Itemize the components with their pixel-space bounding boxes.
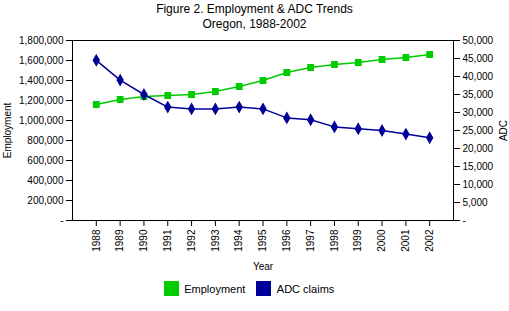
svg-text:35,000: 35,000: [463, 89, 494, 100]
svg-text:2000: 2000: [376, 229, 387, 252]
svg-text:400,000: 400,000: [27, 175, 64, 186]
svg-text:1996: 1996: [281, 229, 292, 252]
svg-text:1,000,000: 1,000,000: [19, 115, 64, 126]
svg-text:1992: 1992: [186, 229, 197, 252]
svg-text:1998: 1998: [329, 229, 340, 252]
svg-text:1,600,000: 1,600,000: [19, 55, 64, 66]
svg-text:Employment: Employment: [2, 102, 13, 158]
svg-text:-: -: [463, 215, 466, 226]
svg-text:45,000: 45,000: [463, 53, 494, 64]
svg-text:30,000: 30,000: [463, 107, 494, 118]
svg-text:1999: 1999: [352, 229, 363, 252]
svg-text:2001: 2001: [400, 229, 411, 252]
svg-text:1997: 1997: [305, 229, 316, 252]
svg-text:1995: 1995: [257, 229, 268, 252]
svg-text:-: -: [60, 215, 63, 226]
svg-text:40,000: 40,000: [463, 71, 494, 82]
svg-text:15,000: 15,000: [463, 161, 494, 172]
svg-text:1,200,000: 1,200,000: [19, 95, 64, 106]
svg-text:1989: 1989: [114, 229, 125, 252]
svg-text:600,000: 600,000: [27, 155, 64, 166]
svg-text:1994: 1994: [233, 229, 244, 252]
svg-text:5,000: 5,000: [463, 197, 488, 208]
svg-text:1,400,000: 1,400,000: [19, 75, 64, 86]
svg-text:2002: 2002: [424, 229, 435, 252]
html-text:Figure 2. Employment & ADC Tre: Figure 2. Employment & ADC Trends Oregon…: [156, 2, 353, 31]
svg-text:50,000: 50,000: [463, 35, 494, 46]
svg-text:ADC: ADC: [498, 120, 509, 141]
html-text:ADC claims: ADC claims: [276, 282, 335, 295]
svg-text:200,000: 200,000: [27, 195, 64, 206]
svg-text:800,000: 800,000: [27, 135, 64, 146]
svg-text:1,800,000: 1,800,000: [19, 35, 64, 46]
svg-text:1990: 1990: [138, 229, 149, 252]
svg-text:20,000: 20,000: [463, 143, 494, 154]
svg-text:Year: Year: [253, 261, 274, 272]
svg-text:1988: 1988: [91, 229, 102, 252]
svg-text:1993: 1993: [210, 229, 221, 252]
html-text:Employment: Employment: [184, 282, 246, 295]
svg-text:25,000: 25,000: [463, 125, 494, 136]
svg-text:10,000: 10,000: [463, 179, 494, 190]
svg-text:1991: 1991: [162, 229, 173, 252]
